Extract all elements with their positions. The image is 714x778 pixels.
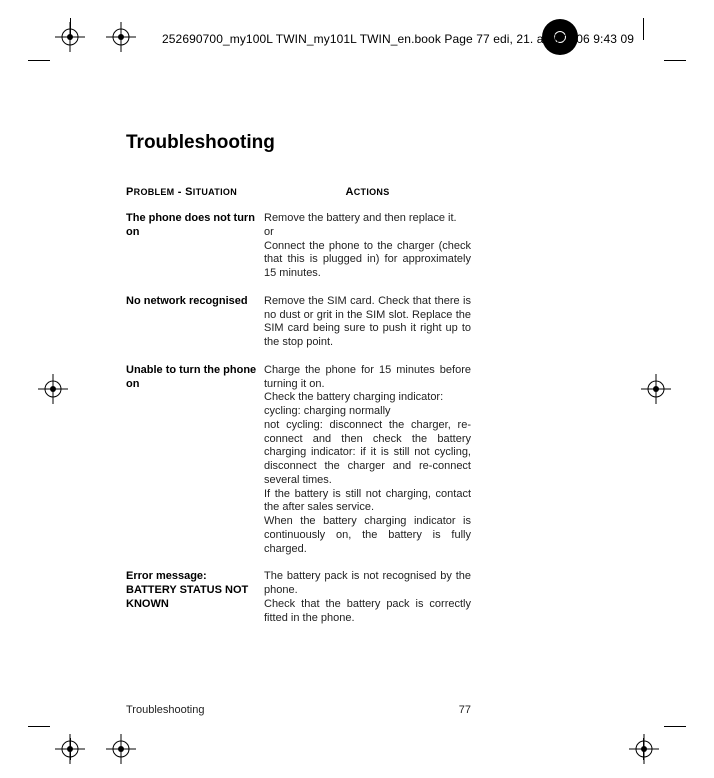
registration-mark-icon xyxy=(38,374,68,404)
action-cell: Remove the battery and then replace it. … xyxy=(264,212,471,281)
char: P xyxy=(126,186,134,198)
char: ROBLEM xyxy=(134,187,175,197)
action-cell: Charge the phone for 15 minutes before t… xyxy=(264,364,471,557)
action-cell: Remove the SIM card. Check that there is… xyxy=(264,295,471,350)
char: CTIONS xyxy=(354,187,390,197)
registration-mark-icon xyxy=(106,734,136,764)
document-header-line: 252690700_my100L TWIN_my101L TWIN_en.boo… xyxy=(162,32,634,46)
crop-mark xyxy=(28,726,50,727)
problem-cell: Error message: BATTERY STATUS NOT KNOWN xyxy=(126,570,264,625)
table-row: Unable to turn the phone onCharge the ph… xyxy=(126,364,471,557)
problem-cell: No network recognised xyxy=(126,295,264,350)
registration-mark-icon xyxy=(55,22,85,52)
column-header-problem: PROBLEM - SITUATION xyxy=(126,186,264,198)
crop-mark xyxy=(664,60,686,61)
footer-page-number: 77 xyxy=(459,704,471,716)
table-row: Error message: BATTERY STATUS NOT KNOWNT… xyxy=(126,570,471,625)
registration-mark-icon xyxy=(641,374,671,404)
crop-mark xyxy=(643,18,644,40)
char: - S xyxy=(174,186,192,198)
column-header-actions: ACTIONS xyxy=(264,186,471,198)
table-column-headers: PROBLEM - SITUATION ACTIONS xyxy=(126,186,471,198)
page-content: Troubleshooting PROBLEM - SITUATION ACTI… xyxy=(126,132,471,639)
footer-section: Troubleshooting xyxy=(126,704,204,716)
char: ITUATION xyxy=(193,187,237,197)
char: A xyxy=(345,186,353,198)
registration-mark-icon xyxy=(106,22,136,52)
crop-mark xyxy=(664,726,686,727)
page-title: Troubleshooting xyxy=(126,132,471,154)
table-row: The phone does not turn onRemove the bat… xyxy=(126,212,471,281)
table-row: No network recognisedRemove the SIM card… xyxy=(126,295,471,350)
crop-mark xyxy=(28,60,50,61)
problem-cell: Unable to turn the phone on xyxy=(126,364,264,557)
problem-cell: The phone does not turn on xyxy=(126,212,264,281)
page-footer: Troubleshooting 77 xyxy=(126,704,471,716)
action-cell: The battery pack is not recognised by th… xyxy=(264,570,471,625)
registration-mark-icon xyxy=(55,734,85,764)
registration-mark-icon xyxy=(629,734,659,764)
